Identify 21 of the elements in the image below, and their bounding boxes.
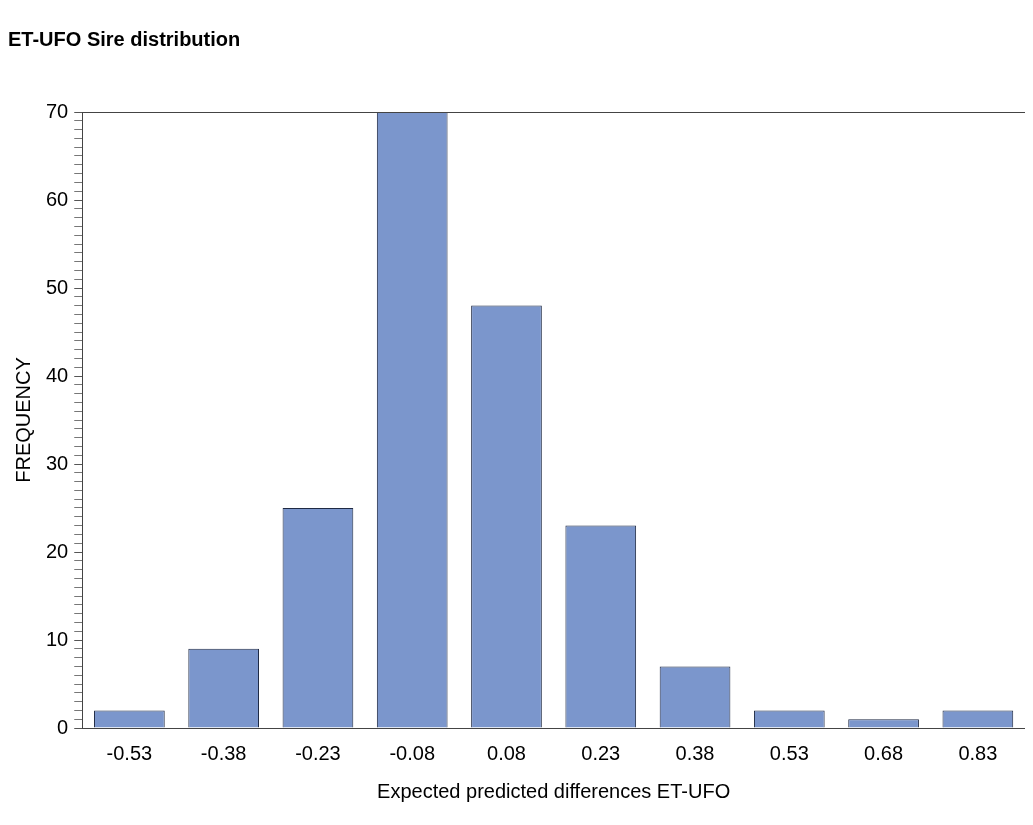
y-tick-label: 40 (46, 363, 69, 386)
y-tick-label: 60 (46, 187, 69, 210)
x-tick-label: 0.08 (487, 741, 526, 764)
x-tick-label: 0.83 (958, 741, 998, 764)
y-tick-label: 10 (46, 627, 69, 650)
x-tick-label: -0.23 (295, 741, 341, 764)
chart-title: ET-UFO Sire distribution (8, 27, 241, 50)
y-tick-label: 50 (46, 275, 69, 298)
x-tick-label: -0.53 (106, 741, 153, 764)
x-tick-label: 0.38 (675, 741, 715, 764)
x-tick-label: 0.23 (581, 741, 621, 764)
x-tick-label: -0.08 (389, 741, 436, 764)
y-tick-label: 20 (46, 539, 69, 562)
y-tick-label: 0 (57, 715, 69, 738)
y-axis-title: FREQUENCY (11, 357, 34, 483)
x-axis-title: Expected predicted differences ET-UFO (377, 779, 731, 802)
y-tick-label: 30 (46, 451, 69, 474)
x-tick-label: -0.38 (200, 741, 247, 764)
x-tick-label: 0.53 (769, 741, 809, 764)
x-tick-label: 0.68 (864, 741, 904, 764)
y-tick-label: 70 (46, 99, 69, 122)
